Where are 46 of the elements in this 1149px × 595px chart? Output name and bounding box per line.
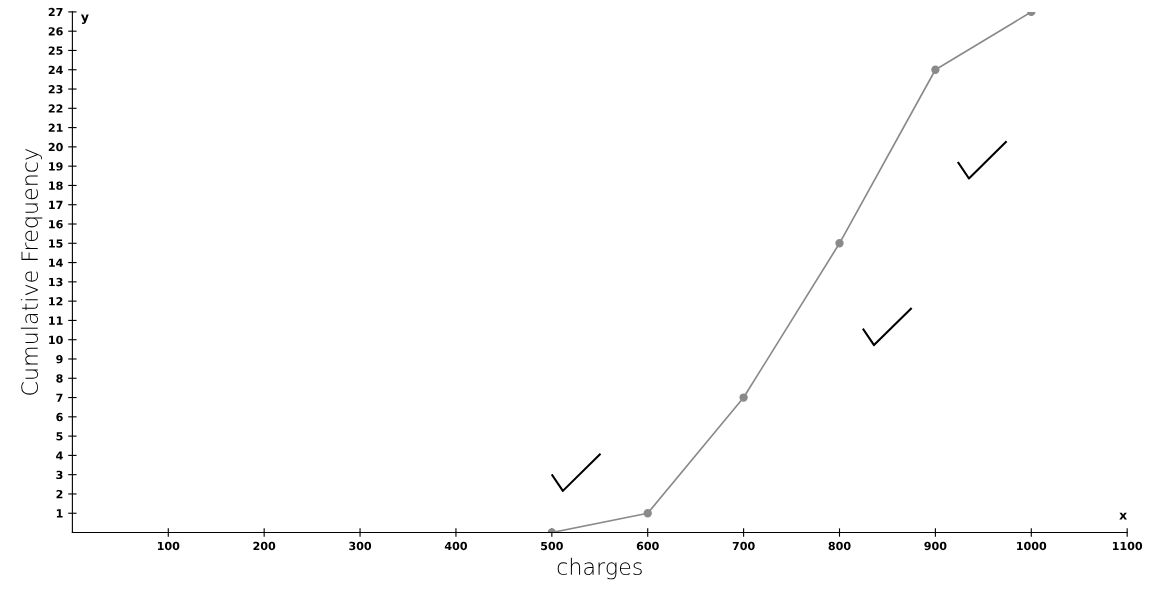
y-tick-label: 18 [49,181,63,190]
y-tick-label: 24 [48,65,63,74]
y-tick-label: 9 [56,354,63,364]
y-tick-label: 14 [49,258,63,267]
x-tick-label: 300 [349,541,372,551]
y-tick-label: 20 [48,142,63,152]
point [739,393,748,402]
x-tick-label: 700 [732,541,755,551]
y-tick-label: 3 [56,470,63,480]
y-tick-label: 21 [48,123,63,132]
x-tick-label: 1100 [1112,541,1143,551]
x-tick-label: 100 [157,541,180,551]
y-tick-label: 25 [48,46,63,55]
y-tick-label: 15 [49,239,63,248]
y-tick-label: 27 [48,7,63,17]
x-tick-label: 500 [541,541,563,551]
y-tick-label: 22 [48,104,63,113]
y-axis-title: Cumulative Frequency [20,149,43,395]
y-tick-label: 2 [56,489,63,499]
y-tick-label: 19 [49,162,63,171]
x-tick-label: 600 [636,541,659,551]
x-tick-label: 900 [924,541,947,551]
x-axis-title: charges [557,557,642,580]
y-tick-label: 5 [56,432,63,441]
y-tick-label: 8 [56,374,63,383]
x-tick-label: 200 [253,541,276,551]
point [643,509,652,518]
y-tick-label: 26 [48,27,63,36]
x-tick-label: 400 [444,541,468,551]
y-tick-label: 1 [56,509,63,518]
y-tick-label: 16 [49,219,63,229]
y-tick-label: 17 [49,200,63,209]
x-tick-label: 1000 [1017,541,1047,551]
y-tick-label: 4 [56,451,63,460]
point [931,65,940,74]
y-tick-label: 11 [49,316,63,325]
y-tick-label: 23 [48,85,63,94]
y-tick-label: 7 [56,393,63,402]
y-tick-label: 12 [49,297,63,306]
point [835,239,844,248]
y-tick-label: 13 [49,277,63,287]
annotation: y [80,14,89,24]
x-tick-label: 800 [828,541,851,551]
annotation: x [1119,512,1127,520]
y-tick-label: 6 [56,412,63,422]
y-tick-label: 10 [49,335,63,345]
